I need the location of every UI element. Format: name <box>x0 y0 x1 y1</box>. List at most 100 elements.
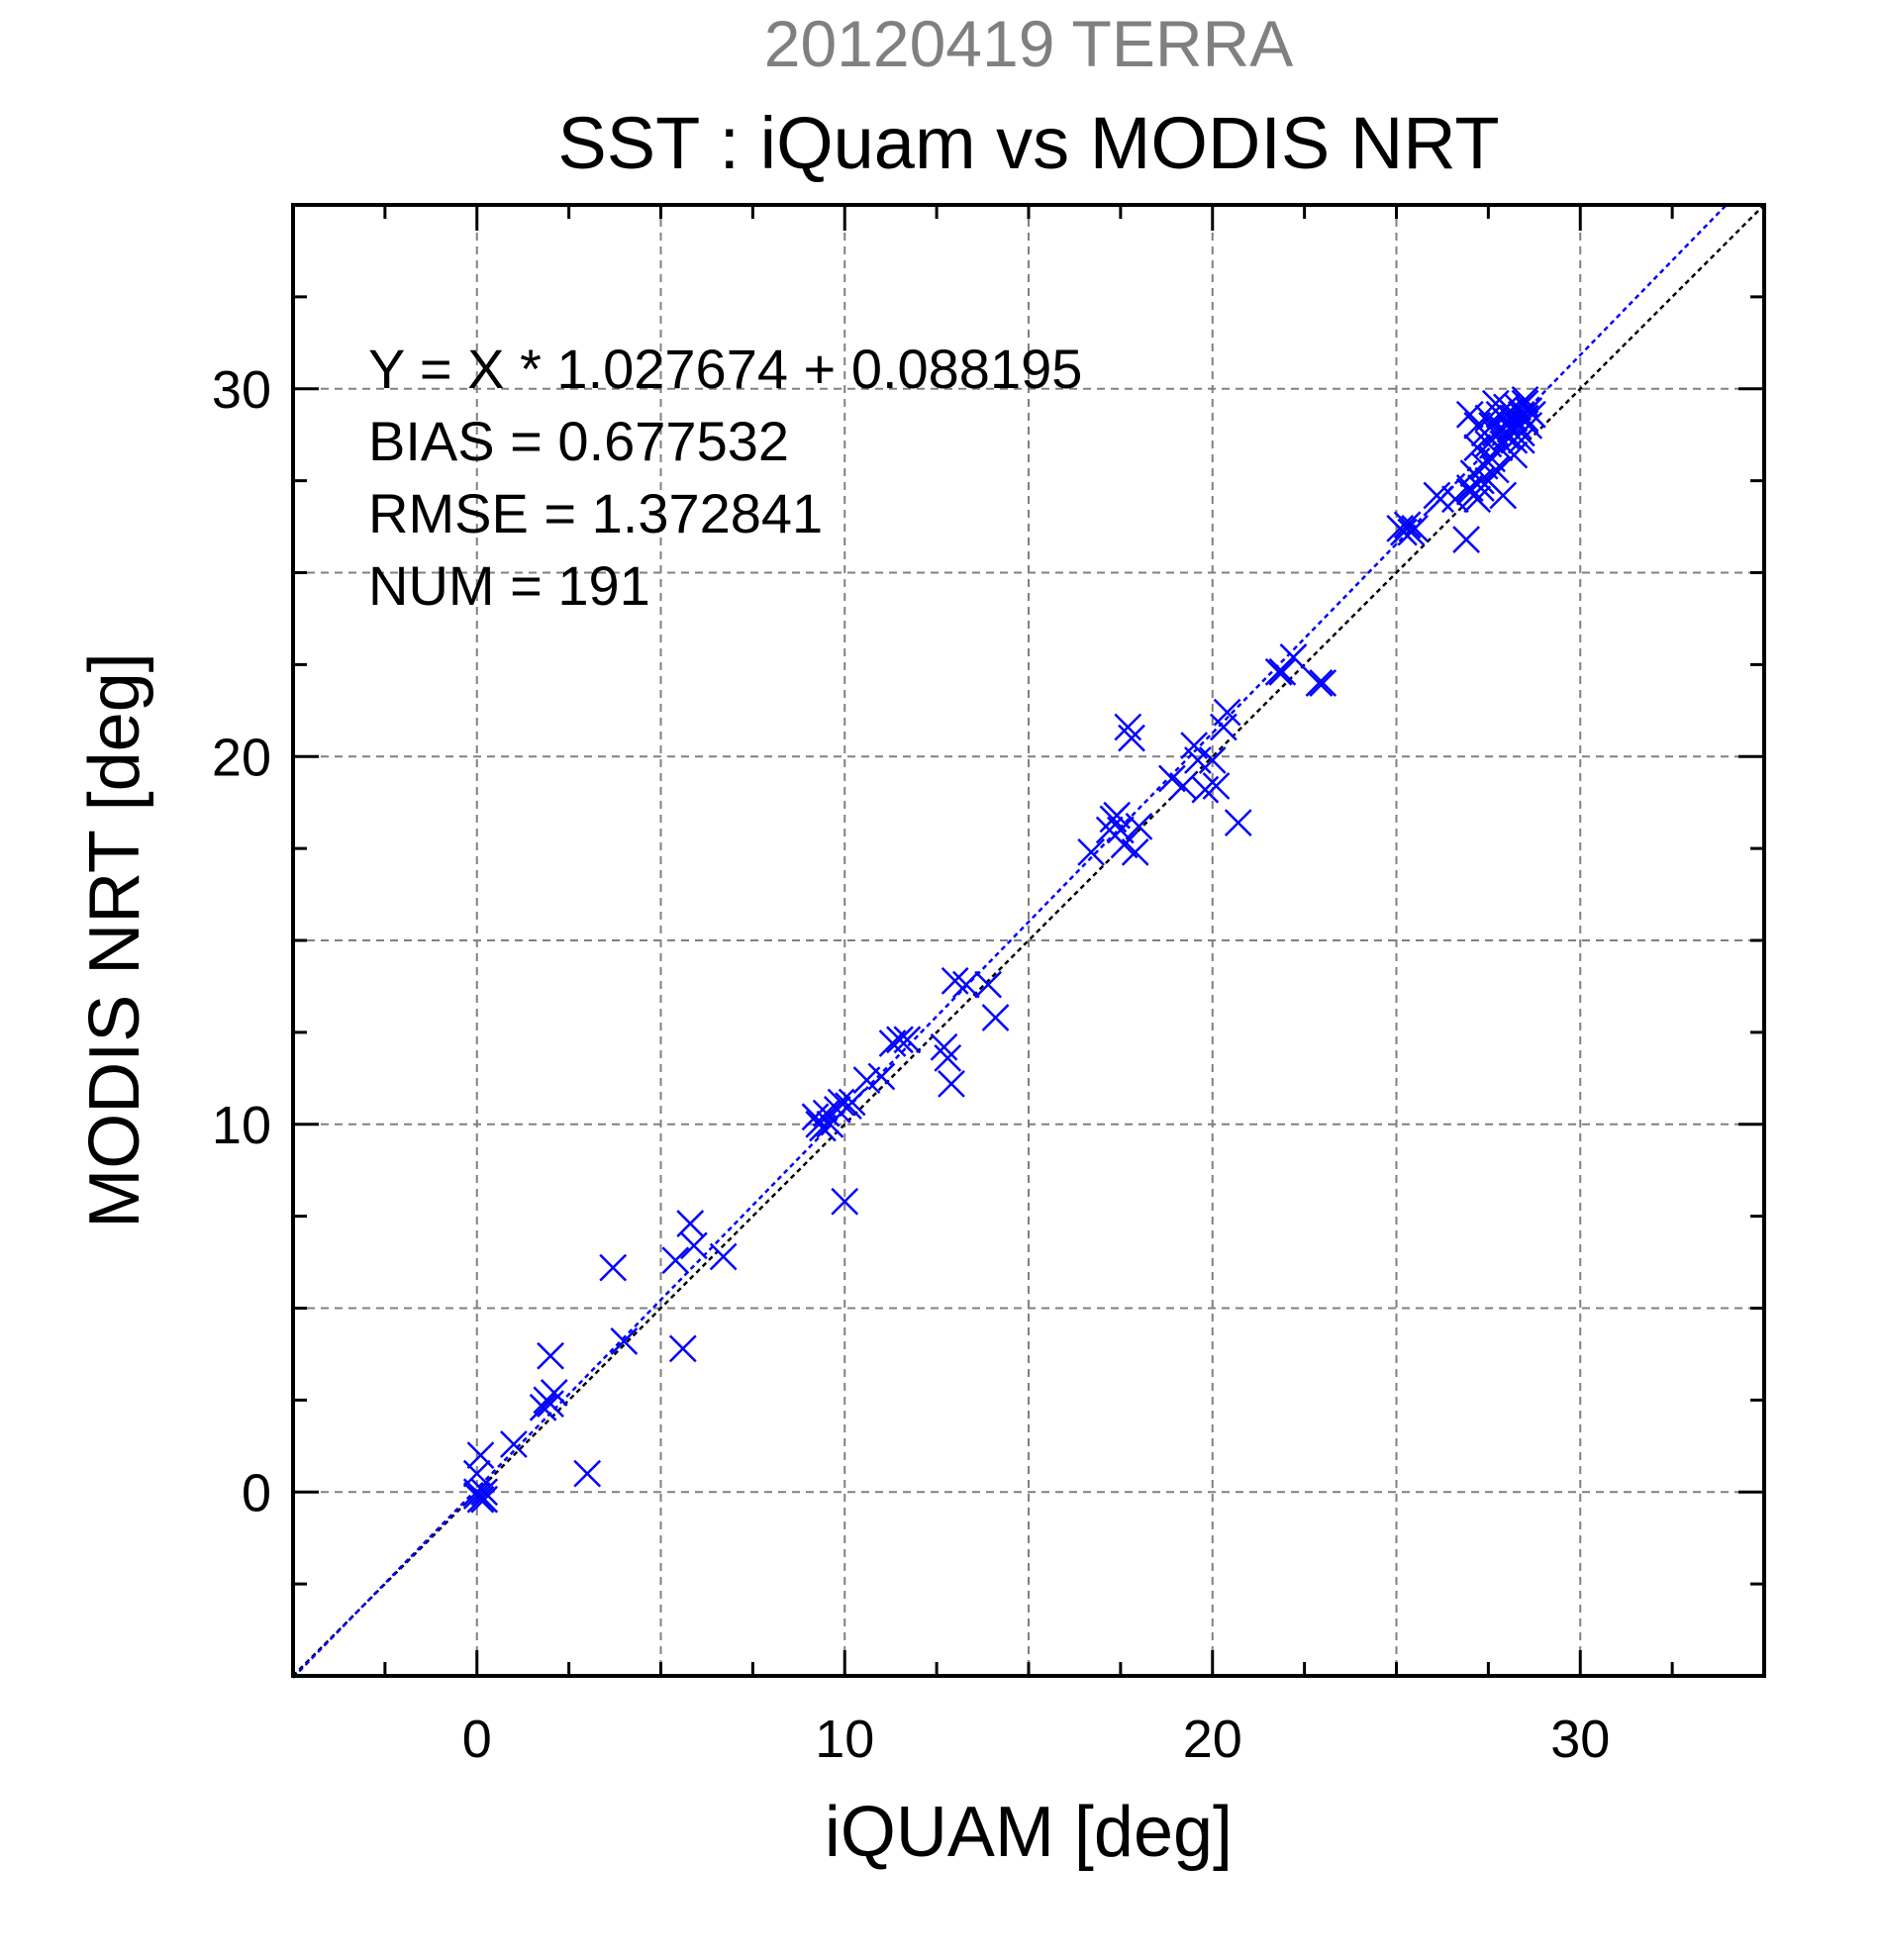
data-point-stroke <box>867 1062 896 1091</box>
data-point <box>1125 812 1153 840</box>
data-point-stroke <box>661 1246 690 1275</box>
y-tick-label: 30 <box>212 360 271 420</box>
data-point-stroke <box>1474 466 1503 495</box>
data-point-stroke <box>938 1070 965 1098</box>
data-point <box>1519 400 1546 429</box>
data-point <box>1441 485 1469 514</box>
data-point-stroke <box>1511 389 1539 418</box>
data-points <box>462 386 1546 1514</box>
data-point-stroke <box>1095 816 1124 844</box>
data-point <box>930 1032 958 1061</box>
data-point-stroke <box>838 1088 866 1117</box>
data-point-stroke <box>462 1459 491 1488</box>
data-point-stroke <box>1441 485 1469 514</box>
data-point <box>1118 724 1145 752</box>
regression-equation: Y = X * 1.027674 + 0.088195 <box>368 338 1082 400</box>
data-point <box>831 1187 859 1216</box>
data-point-stroke <box>893 1026 922 1054</box>
data-point <box>537 1390 564 1418</box>
data-point-stroke <box>1493 393 1521 422</box>
data-point <box>573 1459 602 1488</box>
data-point <box>1511 386 1539 414</box>
data-point-stroke <box>680 1231 708 1260</box>
data-point <box>1224 809 1252 837</box>
reference-lines <box>292 204 1765 1679</box>
data-point-stroke <box>801 1103 830 1131</box>
data-point <box>610 1327 639 1355</box>
data-point <box>1279 643 1308 671</box>
data-point <box>1452 526 1480 553</box>
data-point <box>1077 837 1106 866</box>
stats-annotation: Y = X * 1.027674 + 0.088195 BIAS = 0.677… <box>368 338 1082 617</box>
data-point-stroke <box>1452 526 1480 553</box>
data-point <box>709 1242 738 1271</box>
data-point-stroke <box>1125 812 1153 840</box>
data-point-stroke <box>951 970 980 999</box>
data-point <box>1489 481 1518 510</box>
data-point <box>1169 772 1197 800</box>
data-point-stroke <box>886 1026 914 1054</box>
data-point-stroke <box>1309 669 1337 697</box>
data-point-stroke <box>573 1459 602 1488</box>
data-point <box>470 1478 499 1507</box>
data-point <box>1507 426 1535 454</box>
data-point <box>1493 393 1521 422</box>
data-point <box>466 1441 495 1469</box>
x-tick-label: 30 <box>1550 1710 1610 1769</box>
data-point-stroke <box>1198 746 1227 774</box>
x-tick-label: 10 <box>815 1710 874 1769</box>
data-point-stroke <box>930 1032 958 1061</box>
y-tick-label: 10 <box>212 1096 271 1155</box>
bias-value: BIAS = 0.677532 <box>368 410 789 472</box>
data-point <box>1114 713 1142 741</box>
data-point-stroke <box>1224 809 1252 837</box>
data-point <box>1202 772 1231 800</box>
data-point <box>886 1026 914 1054</box>
x-axis-label: iQUAM [deg] <box>825 1793 1233 1872</box>
regression-fit-line <box>292 204 1728 1679</box>
data-point-stroke <box>1103 801 1132 830</box>
data-point-stroke <box>1191 775 1220 804</box>
data-point-stroke <box>827 1088 855 1117</box>
data-point-stroke <box>1463 434 1492 462</box>
data-point-stroke <box>1180 732 1209 759</box>
data-point-stroke <box>470 1478 499 1507</box>
data-point <box>599 1253 628 1282</box>
data-point-stroke <box>1507 426 1535 454</box>
chart-sup-title: 20120419 TERRA <box>764 7 1293 80</box>
data-point <box>1390 518 1418 546</box>
data-point-stroke <box>1463 485 1492 514</box>
data-point-stroke <box>1158 764 1186 793</box>
data-point-stroke <box>1500 404 1529 433</box>
data-point <box>1500 441 1529 469</box>
data-point-stroke <box>1401 515 1429 542</box>
data-point-stroke <box>537 1390 564 1418</box>
data-point <box>500 1430 528 1458</box>
data-point-stroke <box>1169 772 1197 800</box>
data-point-stroke <box>1268 657 1297 686</box>
data-point-stroke <box>1519 400 1546 429</box>
data-point-stroke <box>1114 713 1142 741</box>
data-point <box>1184 746 1212 774</box>
data-point <box>1309 669 1337 697</box>
data-point-stroke <box>709 1242 738 1271</box>
data-point-stroke <box>1106 816 1135 844</box>
data-point <box>823 1096 851 1124</box>
data-point <box>812 1099 841 1127</box>
data-point <box>981 1004 1010 1031</box>
data-point-stroke <box>466 1441 495 1469</box>
data-point <box>1191 775 1220 804</box>
data-point-stroke <box>1279 643 1308 671</box>
rmse-value: RMSE = 1.372841 <box>368 482 823 544</box>
y-tick-label: 20 <box>212 728 271 787</box>
data-point <box>938 1070 965 1098</box>
num-value: NUM = 191 <box>368 554 650 617</box>
data-point <box>1515 412 1543 440</box>
data-point-stroke <box>1118 724 1145 752</box>
y-axis-label: MODIS NRT [deg] <box>75 652 154 1228</box>
grid-lines <box>293 205 1764 1676</box>
data-point-stroke <box>981 1004 1010 1031</box>
data-point <box>470 1485 499 1514</box>
data-point-stroke <box>529 1393 557 1421</box>
